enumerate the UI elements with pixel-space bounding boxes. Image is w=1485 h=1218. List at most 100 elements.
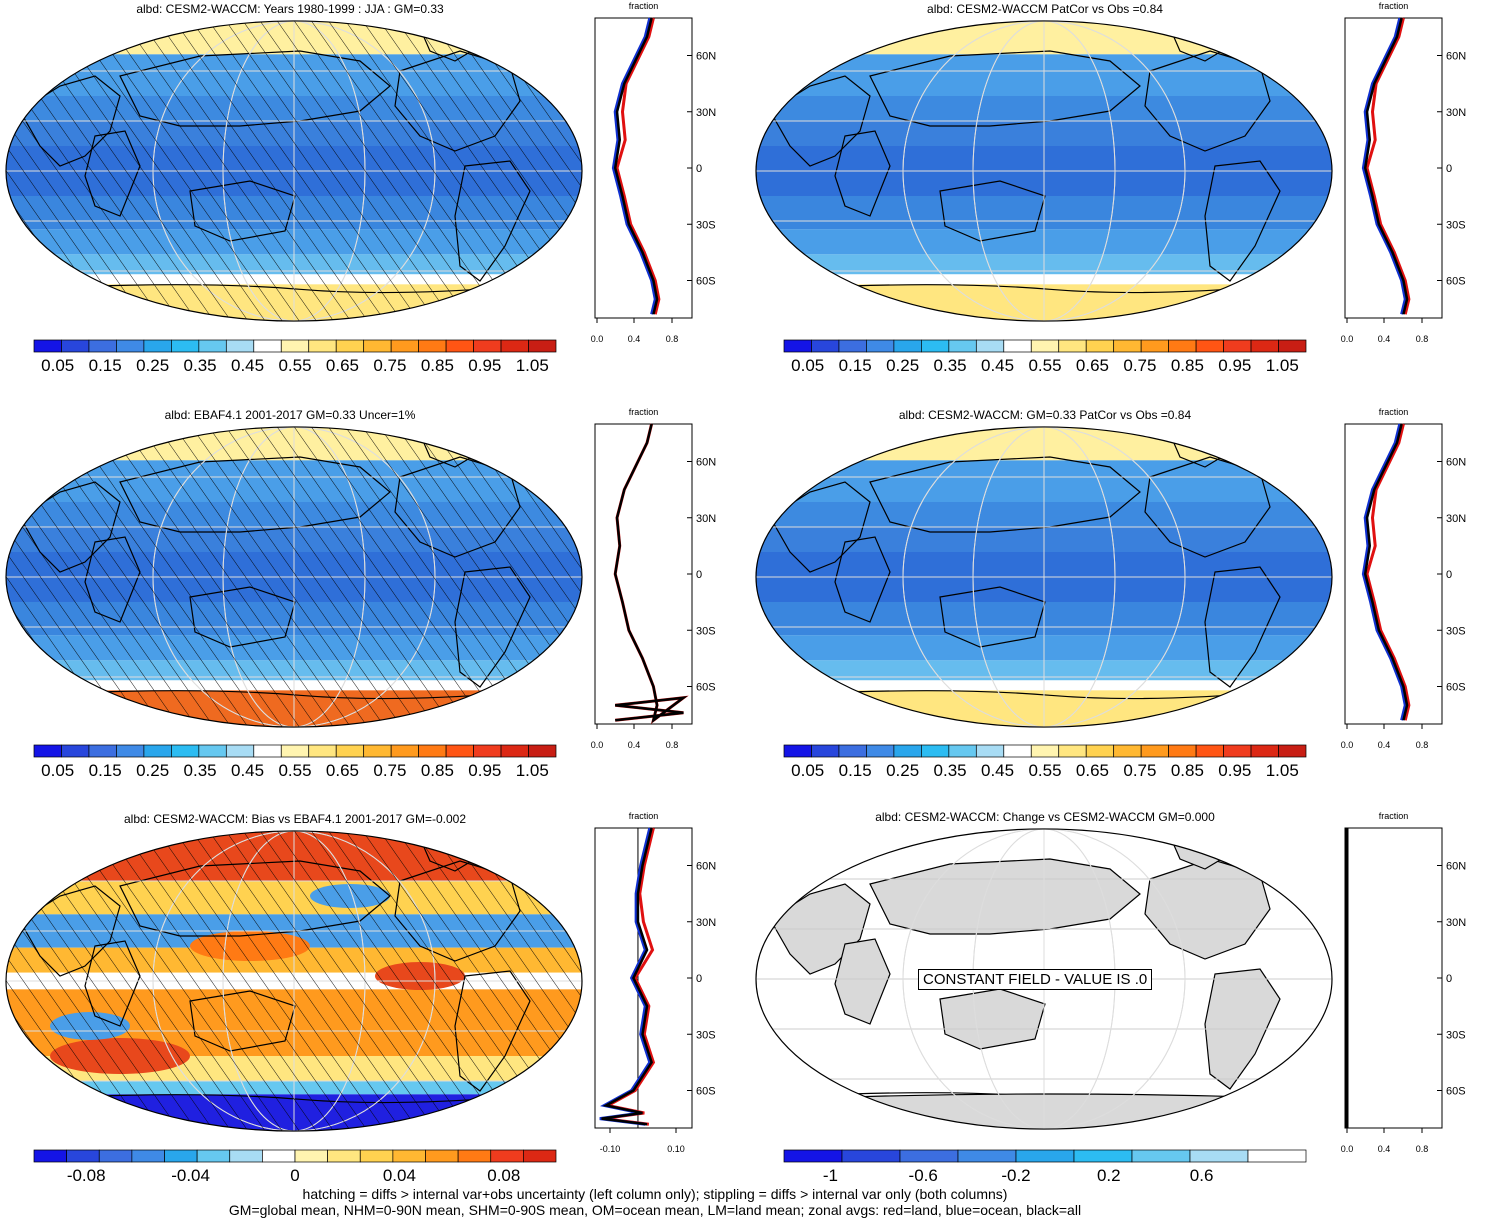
zonal-lat-label: 60S <box>696 682 716 694</box>
colorbar-label: 0.2 <box>1097 1166 1121 1185</box>
colorbar-label: 0.35 <box>934 356 967 375</box>
zonal-lat-label: 60S <box>1446 1086 1466 1098</box>
colorbar-swatch <box>1015 1149 1075 1163</box>
colorbar-swatch <box>1195 744 1224 758</box>
panel-title-5: albd: CESM2-WACCM: Bias vs EBAF4.1 2001-… <box>123 812 467 826</box>
colorbar-label: 0.45 <box>231 761 264 780</box>
colorbar-swatch <box>500 744 529 758</box>
colorbar-swatch <box>1250 339 1279 353</box>
zonal-x-tick: 0.0 <box>591 740 604 750</box>
zonal-line-all <box>1363 17 1409 315</box>
zonal-line-ocean <box>611 17 657 315</box>
colorbar-swatch <box>1085 339 1115 353</box>
zonal-plot-2: fraction 60N 30N 0 30S 60S 0.0 0.4 0.8 <box>1341 1 1466 344</box>
footer-line-1: hatching = diffs > internal var+obs unce… <box>302 1186 1008 1202</box>
colorbar-label: 0.25 <box>886 761 919 780</box>
zonal-frame <box>594 423 693 725</box>
colorbar-label: 0.55 <box>1028 761 1061 780</box>
colorbar-label: 0.25 <box>886 356 919 375</box>
color-band <box>755 196 1332 230</box>
colorbar-label: -0.08 <box>67 1166 106 1185</box>
zonal-lat-label: 30S <box>696 219 716 231</box>
zonal-lat-label: 30S <box>696 1029 716 1041</box>
colorbar-swatch <box>418 744 447 758</box>
zonal-plot-3: fraction 60N 30N 0 30S 60S 0.0 0.4 0.8 <box>591 407 716 750</box>
zonal-lat-label: 60S <box>696 1086 716 1098</box>
colorbar-label: 0.55 <box>1028 356 1061 375</box>
zonal-lat-label: 60S <box>1446 682 1466 694</box>
colorbar-swatch <box>783 339 812 353</box>
zonal-line-all <box>1363 423 1409 721</box>
zonal-title: fraction <box>1379 1 1409 11</box>
coastline <box>769 75 871 167</box>
panel-title-3: albd: EBAF4.1 2001-2017 GM=0.33 Uncer=1% <box>164 408 416 422</box>
zonal-lat-label: 30N <box>696 107 716 119</box>
colorbar-label: 0.35 <box>934 761 967 780</box>
colorbar-4: 0.05 0.15 0.25 0.35 0.45 0.55 0.65 0.75 0.85 0.95… <box>783 744 1307 780</box>
color-band <box>755 21 1332 55</box>
colorbar-label: 1.05 <box>516 761 549 780</box>
colorbar-swatch <box>866 339 895 353</box>
colorbar-label: 0.15 <box>839 761 872 780</box>
coastline <box>809 283 1291 294</box>
colorbar-label: 0 <box>290 1166 299 1185</box>
map-outline <box>755 828 1333 1130</box>
coastline <box>809 689 1291 700</box>
colorbar-label: 0.05 <box>41 356 74 375</box>
colorbar-swatch <box>1030 339 1060 353</box>
colorbar-swatch <box>327 1149 361 1163</box>
zonal-lat-label: 30S <box>696 625 716 637</box>
zonal-x-tick: 0.0 <box>1341 334 1354 344</box>
colorbar-label: 0.85 <box>1171 761 1204 780</box>
colorbar-swatch <box>61 339 90 353</box>
colorbar-label: 0.95 <box>468 761 501 780</box>
colorbar-label: 0.75 <box>373 356 406 375</box>
zonal-line-all <box>613 17 659 315</box>
color-band <box>755 121 1332 146</box>
colorbar-swatch <box>198 744 227 758</box>
colorbar-swatch <box>1140 339 1169 353</box>
colorbar-swatch <box>1223 744 1252 758</box>
panel-title-2: albd: CESM2-WACCM PatCor vs Obs =0.84 <box>927 2 1163 16</box>
coastline <box>869 50 1141 127</box>
colorbar-swatch <box>975 744 1005 758</box>
colorbar-label: 1.05 <box>516 356 549 375</box>
colorbar-swatch <box>893 744 922 758</box>
zonal-plot-5: fraction 60N 30N 0 30S 60S -0.10 0.10 <box>594 811 716 1154</box>
colorbar-swatch <box>392 1149 426 1163</box>
colorbar-swatch <box>390 744 419 758</box>
colorbar-swatch <box>229 1149 263 1163</box>
color-band <box>755 54 1332 96</box>
zonal-x-tick: 0.10 <box>667 1144 685 1154</box>
map-panel-2 <box>755 20 1333 322</box>
zonal-lat-label: 60S <box>1446 276 1466 288</box>
zonal-x-tick: 0.4 <box>1378 334 1391 344</box>
colorbar-swatch <box>143 744 172 758</box>
zonal-frame <box>594 17 693 319</box>
colorbar-swatch <box>88 744 117 758</box>
zonal-lat-label: 30S <box>1446 219 1466 231</box>
zonal-lat-label: 60N <box>696 457 716 469</box>
zonal-title: fraction <box>629 811 659 821</box>
colorbar-swatch <box>1131 1149 1191 1163</box>
map-outline <box>5 830 583 1132</box>
coastline <box>869 456 1141 533</box>
colorbar-swatch <box>1113 339 1142 353</box>
colorbar-label: 0.05 <box>791 356 824 375</box>
zonal-lat-label: 30N <box>1446 917 1466 929</box>
colorbar-label: 0.75 <box>1123 761 1156 780</box>
colorbar-label: 0.55 <box>278 761 311 780</box>
zonal-lat-label: 60S <box>696 276 716 288</box>
coastline <box>939 586 1046 648</box>
zonal-lat-label: 60N <box>696 861 716 873</box>
colorbar-swatch <box>1223 339 1252 353</box>
colorbar-swatch <box>1003 744 1032 758</box>
coastline <box>1144 50 1271 152</box>
zonal-lat-label: 30N <box>696 513 716 525</box>
zonal-line-land <box>1365 17 1411 315</box>
colorbar-label: 0.95 <box>468 356 501 375</box>
color-band <box>755 96 1332 121</box>
colorbar-6: -1 -0.6 -0.2 0.2 0.6 <box>783 1149 1307 1185</box>
colorbar-swatch <box>1168 339 1197 353</box>
zonal-frame <box>1344 827 1443 1129</box>
